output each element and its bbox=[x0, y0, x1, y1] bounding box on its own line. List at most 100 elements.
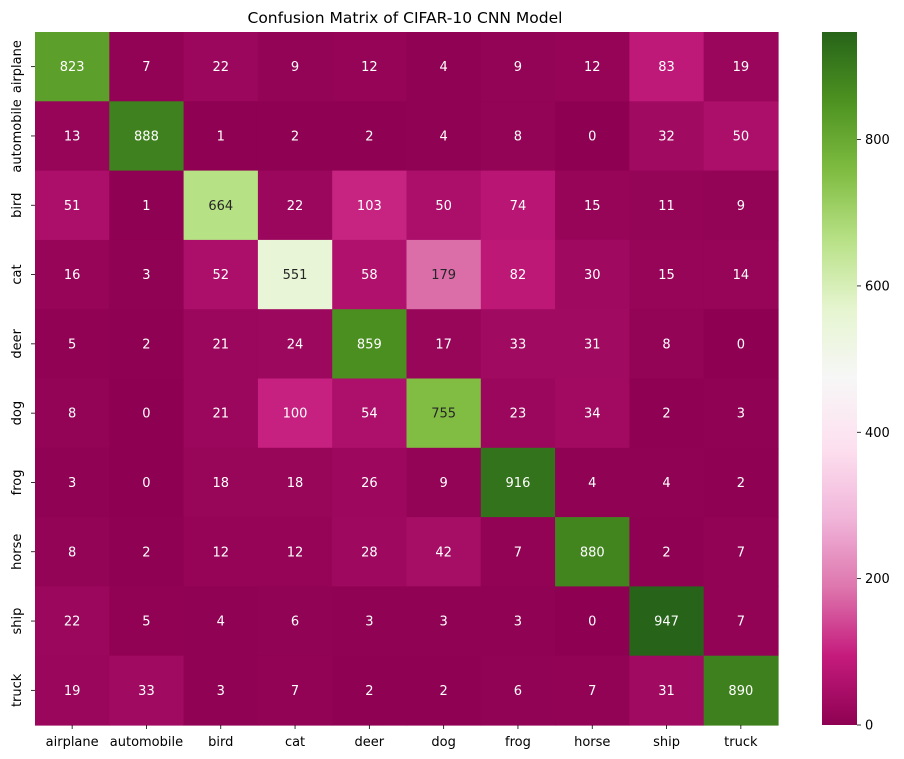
cell-value-label: 8 bbox=[662, 337, 670, 352]
cell-value-label: 28 bbox=[361, 545, 378, 560]
y-axis-ticks: airplane automobile bird cat deer dog frog hors… bbox=[10, 40, 35, 707]
cell-cat-bird bbox=[183, 239, 259, 310]
cell-ship-truck bbox=[703, 586, 779, 657]
cell-value-label: 4 bbox=[440, 60, 448, 75]
cell-truck-automobile bbox=[109, 655, 185, 726]
cell-value-label: 179 bbox=[431, 268, 456, 283]
cell-airplane-automobile bbox=[109, 32, 185, 102]
cell-value-label: 7 bbox=[588, 684, 596, 699]
cell-dog-deer bbox=[332, 378, 408, 449]
cell-horse-automobile bbox=[109, 517, 185, 587]
cell-value-label: 31 bbox=[658, 684, 675, 699]
cell-value-label: 2 bbox=[440, 684, 448, 699]
cell-horse-horse bbox=[555, 517, 630, 587]
colorbar-tick-label-400: 400 bbox=[865, 426, 890, 441]
cell-value-label: 888 bbox=[134, 129, 159, 144]
cell-truck-truck bbox=[703, 655, 779, 726]
cell-value-label: 947 bbox=[654, 615, 679, 630]
x-tick-label-dog: dog bbox=[431, 735, 455, 750]
cell-value-label: 9 bbox=[291, 60, 299, 75]
cell-dog-ship bbox=[629, 378, 705, 449]
cell-airplane-bird bbox=[183, 32, 259, 102]
cell-automobile-deer bbox=[332, 101, 408, 172]
cell-value-label: 21 bbox=[212, 337, 229, 352]
cell-value-label: 12 bbox=[287, 545, 304, 560]
cell-automobile-automobile bbox=[109, 101, 185, 172]
cell-bird-horse bbox=[555, 170, 630, 241]
cell-automobile-ship bbox=[629, 101, 705, 172]
cell-value-label: 8 bbox=[68, 407, 76, 422]
cell-bird-bird bbox=[183, 170, 259, 241]
cell-value-label: 15 bbox=[584, 199, 601, 214]
cell-value-label: 9 bbox=[514, 60, 522, 75]
cell-value-label: 31 bbox=[584, 337, 601, 352]
cell-value-label: 3 bbox=[737, 407, 745, 422]
cell-value-label: 664 bbox=[208, 199, 233, 214]
cell-frog-cat bbox=[257, 447, 333, 518]
cell-automobile-dog bbox=[406, 101, 482, 172]
cell-bird-deer bbox=[332, 170, 408, 241]
cell-value-label: 2 bbox=[365, 129, 373, 144]
cell-ship-automobile bbox=[109, 586, 185, 657]
x-tick-label-cat: cat bbox=[285, 735, 305, 750]
cell-airplane-truck bbox=[703, 32, 779, 102]
cell-value-label: 3 bbox=[514, 615, 522, 630]
cell-value-label: 21 bbox=[212, 407, 229, 422]
cell-deer-deer bbox=[332, 309, 408, 380]
colorbar-tick-label-200: 200 bbox=[865, 572, 890, 587]
cell-value-label: 551 bbox=[283, 268, 308, 283]
cell-automobile-truck bbox=[703, 101, 779, 172]
y-tick-label-frog: frog bbox=[10, 470, 25, 496]
cell-value-label: 54 bbox=[361, 407, 378, 422]
cell-frog-deer bbox=[332, 447, 408, 518]
cell-horse-dog bbox=[406, 517, 482, 587]
cell-deer-dog bbox=[406, 309, 482, 380]
cell-dog-bird bbox=[183, 378, 259, 449]
cell-truck-bird bbox=[183, 655, 259, 726]
cell-bird-cat bbox=[257, 170, 333, 241]
cell-truck-frog bbox=[480, 655, 556, 726]
cell-deer-truck bbox=[703, 309, 779, 380]
cell-value-label: 50 bbox=[435, 199, 452, 214]
cell-airplane-airplane bbox=[35, 32, 110, 102]
colorbar-ticks: 0 200 400 600 800 bbox=[857, 133, 890, 734]
cell-bird-truck bbox=[703, 170, 779, 241]
cell-value-label: 14 bbox=[733, 268, 750, 283]
cell-automobile-frog bbox=[480, 101, 556, 172]
x-tick-label-bird: bird bbox=[208, 735, 233, 750]
cell-automobile-bird bbox=[183, 101, 259, 172]
cell-value-label: 22 bbox=[64, 615, 81, 630]
cell-value-label: 0 bbox=[142, 476, 150, 491]
cell-frog-frog bbox=[480, 447, 556, 518]
cell-value-label: 9 bbox=[737, 199, 745, 214]
cell-value-label: 2 bbox=[737, 476, 745, 491]
cell-value-label: 22 bbox=[287, 199, 304, 214]
cell-value-label: 3 bbox=[217, 684, 225, 699]
cell-truck-cat bbox=[257, 655, 333, 726]
y-tick-label-automobile: automobile bbox=[10, 99, 25, 172]
cell-dog-dog bbox=[406, 378, 482, 449]
cell-value-label: 2 bbox=[365, 684, 373, 699]
cell-cat-dog bbox=[406, 239, 482, 310]
cell-horse-bird bbox=[183, 517, 259, 587]
cell-value-label: 26 bbox=[361, 476, 378, 491]
y-tick-label-ship: ship bbox=[10, 608, 25, 635]
cell-value-label: 7 bbox=[514, 545, 522, 560]
x-tick-label-horse: horse bbox=[574, 735, 610, 750]
y-tick-label-horse: horse bbox=[10, 534, 25, 570]
cell-value-label: 23 bbox=[510, 407, 527, 422]
cell-horse-truck bbox=[703, 517, 779, 587]
cell-value-label: 890 bbox=[728, 684, 753, 699]
cell-bird-automobile bbox=[109, 170, 185, 241]
cell-horse-ship bbox=[629, 517, 705, 587]
x-tick-label-airplane: airplane bbox=[46, 735, 99, 750]
cell-cat-deer bbox=[332, 239, 408, 310]
cell-value-label: 42 bbox=[435, 545, 452, 560]
cell-value-label: 18 bbox=[212, 476, 229, 491]
cell-cat-airplane bbox=[35, 239, 110, 310]
cell-horse-deer bbox=[332, 517, 408, 587]
cell-value-label: 2 bbox=[291, 129, 299, 144]
cell-frog-dog bbox=[406, 447, 482, 518]
